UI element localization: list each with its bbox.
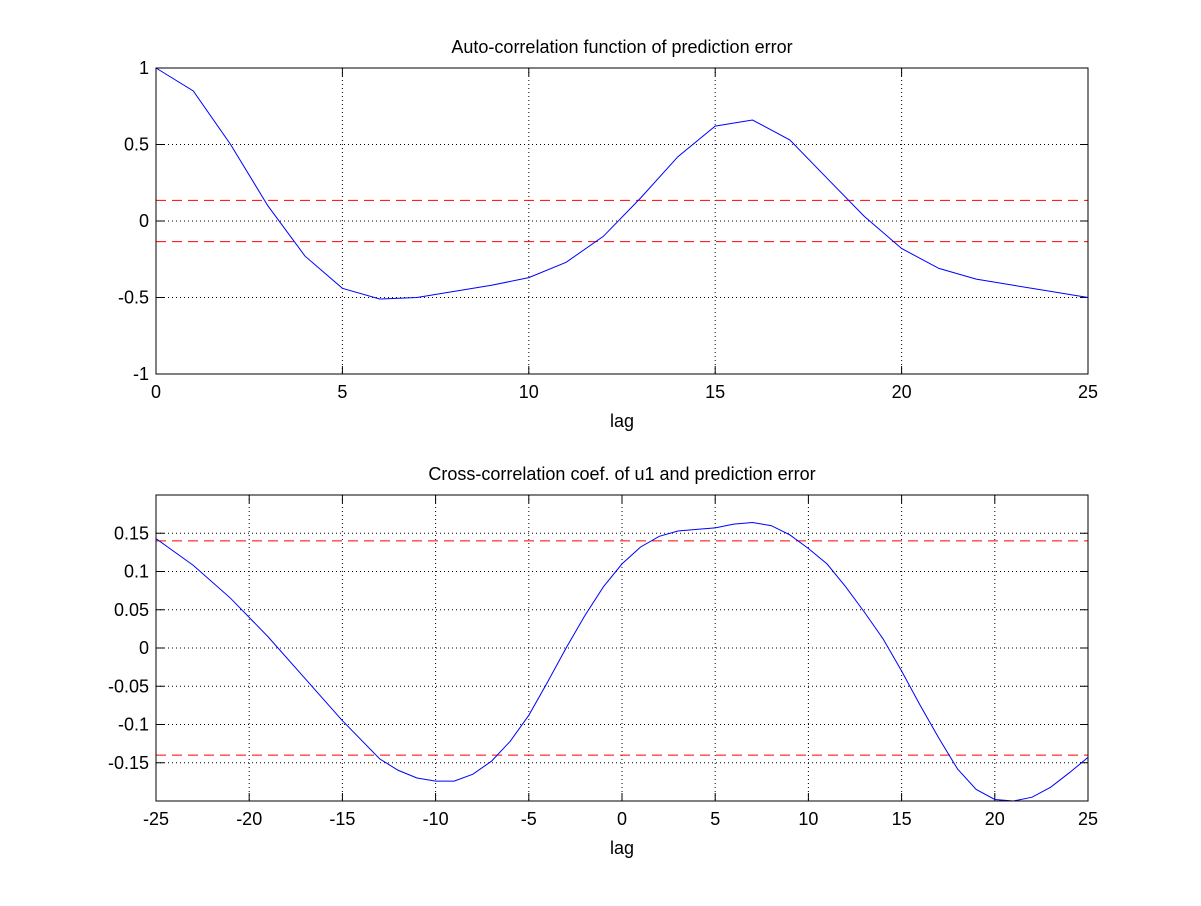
subplot-2: -25 -20 -15 -10 -5 0 5 10 15 20 25 -0.15 -0.1 -0.05 0 0… — [108, 464, 1098, 858]
subplot-1-xtick-label-1: 5 — [337, 382, 347, 402]
subplot-2-ytick-label-4: 0.05 — [114, 600, 149, 620]
subplot-2-ytick-label-0: -0.15 — [108, 753, 149, 773]
subplot-2-ytick-label-5: 0.1 — [124, 562, 149, 582]
subplot-1-xtick-label-2: 10 — [519, 382, 539, 402]
subplot-2-xtick-label-7: 10 — [798, 809, 818, 829]
subplot-1-ytick-label-2: 0 — [139, 211, 149, 231]
subplot-1-ytick-label-3: 0.5 — [124, 135, 149, 155]
subplot-1-axes-frame — [155, 67, 1089, 375]
subplot-2-xtick-label-3: -10 — [423, 809, 449, 829]
subplot-1-series-line-1 — [155, 67, 1089, 300]
subplot-1-title: Auto-correlation function of prediction … — [451, 37, 792, 57]
subplot-2-xtick-label-6: 5 — [710, 809, 720, 829]
subplot-1-ytick-label-0: -1 — [133, 364, 149, 384]
subplot-2-series-line-1 — [155, 521, 1089, 802]
subplot-2-xtick-label-0: -25 — [143, 809, 169, 829]
subplot-1-ytick-label-4: 1 — [139, 58, 149, 78]
subplot-1-xtick-label-3: 15 — [705, 382, 725, 402]
subplot-1-xlabel: lag — [610, 411, 634, 431]
subplot-2-xtick-label-8: 15 — [892, 809, 912, 829]
subplot-2-axes-frame — [155, 494, 1089, 802]
subplot-1-xtick-label-0: 0 — [151, 382, 161, 402]
subplot-2-xtick-label-2: -15 — [329, 809, 355, 829]
subplot-2-xtick-label-10: 25 — [1078, 809, 1098, 829]
subplot-2-title: Cross-correlation coef. of u1 and predic… — [428, 464, 815, 484]
subplot-2-xtick-label-1: -20 — [236, 809, 262, 829]
subplot-1-xtick-label-4: 20 — [892, 382, 912, 402]
subplot-1-xtick-label-5: 25 — [1078, 382, 1098, 402]
subplot-2-xtick-label-4: -5 — [521, 809, 537, 829]
subplot-2-ytick-label-1: -0.1 — [118, 715, 149, 735]
subplot-2-xlabel: lag — [610, 838, 634, 858]
subplot-2-ytick-label-6: 0.15 — [114, 523, 149, 543]
subplot-1-ytick-label-1: -0.5 — [118, 288, 149, 308]
subplot-2-ytick-label-2: -0.05 — [108, 676, 149, 696]
subplot-1: 0 5 10 15 20 25 -1 -0.5 0 0.5 1 Auto-correlation fu… — [118, 37, 1098, 431]
subplot-2-xtick-label-9: 20 — [985, 809, 1005, 829]
subplot-2-xtick-label-5: 0 — [617, 809, 627, 829]
subplot-2-ytick-label-3: 0 — [139, 638, 149, 658]
